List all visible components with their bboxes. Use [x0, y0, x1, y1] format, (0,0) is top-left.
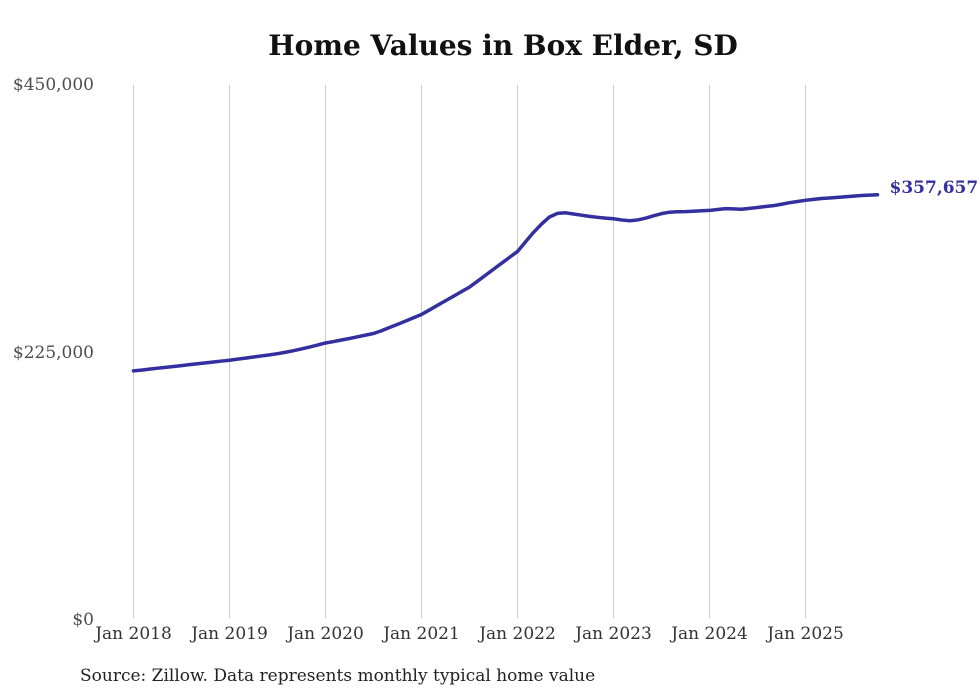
home-value-line: [131, 193, 880, 373]
x-tick-label: Jan 2020: [287, 624, 364, 644]
x-tick-label: Jan 2025: [767, 624, 844, 644]
x-tick-label: Jan 2022: [479, 624, 556, 644]
x-tick-label: Jan 2024: [671, 624, 748, 644]
x-tick-label: Jan 2018: [95, 624, 172, 644]
current-value-label: $357,657: [889, 177, 979, 198]
chart-title: Home Values in Box Elder, SD: [268, 29, 738, 62]
y-tick-label: $225,000: [12, 342, 94, 363]
y-tick-label: $0: [72, 610, 94, 630]
x-tick-label: Jan 2021: [383, 624, 460, 644]
source-note: Source: Zillow. Data represents monthly …: [80, 666, 596, 686]
x-tick-label: Jan 2023: [575, 624, 652, 644]
x-tick-label: Jan 2019: [191, 624, 268, 644]
y-tick-label: $450,000: [12, 75, 94, 95]
